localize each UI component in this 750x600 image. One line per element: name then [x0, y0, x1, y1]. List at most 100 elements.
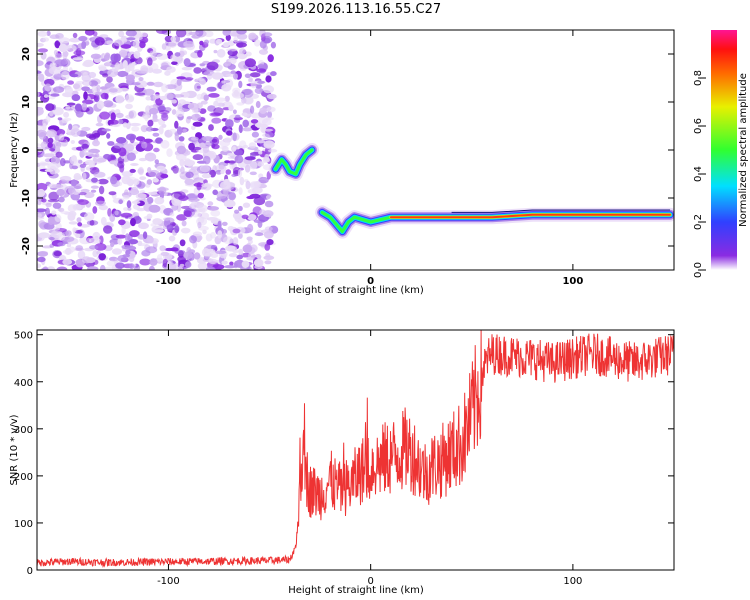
noise-blob	[71, 179, 77, 187]
noise-blob	[41, 198, 47, 203]
noise-blob	[143, 88, 155, 96]
noise-blob	[75, 233, 81, 238]
x-tick-label: 100	[563, 576, 582, 587]
noise-blob	[90, 53, 102, 59]
noise-blob	[42, 153, 55, 158]
signal-track-layer	[274, 148, 314, 176]
noise-blob	[95, 122, 104, 127]
noise-blob	[258, 150, 263, 155]
noise-blob	[96, 84, 101, 92]
noise-blob	[264, 243, 271, 251]
noise-blob	[133, 178, 140, 186]
x-tick-label: 100	[562, 276, 583, 287]
noise-blob	[192, 121, 203, 127]
noise-blob	[81, 143, 90, 149]
noise-blob	[125, 249, 131, 255]
noise-blob	[129, 230, 140, 238]
y-tick-label: 0	[21, 146, 32, 153]
noise-blob	[57, 117, 63, 121]
noise-blob	[62, 50, 69, 58]
noise-blob	[233, 73, 238, 80]
noise-blob	[249, 161, 258, 170]
noise-blob	[212, 264, 225, 270]
noise-blob	[90, 189, 97, 193]
noise-blob	[55, 151, 63, 158]
noise-blob	[40, 51, 47, 60]
noise-blob	[132, 40, 140, 48]
noise-blob	[242, 244, 253, 253]
noise-blob	[117, 238, 123, 245]
noise-blob	[135, 193, 147, 200]
noise-blob	[256, 68, 267, 73]
noise-blob	[95, 200, 106, 206]
noise-blob	[221, 80, 226, 84]
noise-blob	[176, 78, 182, 86]
noise-blob	[265, 252, 271, 258]
noise-blob	[118, 219, 126, 226]
noise-blob	[37, 125, 44, 130]
noise-blob	[58, 43, 68, 53]
noise-blob	[67, 80, 74, 85]
noise-blob	[147, 191, 158, 195]
noise-blob	[49, 110, 54, 117]
noise-blob	[254, 140, 266, 144]
noise-blob	[125, 103, 133, 110]
noise-blob	[46, 266, 56, 270]
noise-blob	[114, 39, 123, 47]
noise-blob	[199, 63, 206, 67]
noise-blob	[111, 66, 119, 72]
noise-blob	[77, 199, 89, 205]
signal-track-early	[268, 143, 319, 181]
snr-x-label: Height of straight line (km)	[288, 585, 424, 596]
noise-blob	[122, 122, 128, 128]
noise-blob	[194, 82, 201, 92]
noise-blob	[45, 103, 55, 111]
noise-blob	[66, 243, 72, 248]
noise-blob	[190, 211, 202, 218]
noise-blob	[210, 232, 216, 239]
noise-blob	[228, 253, 238, 258]
noise-blob	[213, 100, 219, 107]
noise-blob	[172, 165, 179, 174]
noise-blob	[258, 49, 269, 55]
noise-blob	[224, 61, 232, 67]
noise-blob	[266, 106, 276, 113]
noise-blob	[143, 111, 150, 116]
noise-blob	[164, 70, 171, 76]
noise-blob	[238, 187, 243, 195]
noise-blob	[77, 250, 86, 260]
noise-blob	[109, 213, 116, 222]
noise-blob	[37, 188, 46, 197]
noise-blob	[118, 199, 123, 205]
noise-blob	[108, 86, 119, 95]
noise-blob	[177, 266, 183, 270]
noise-blob	[148, 265, 155, 270]
spectrogram-plot-area	[37, 30, 674, 270]
noise-blob	[75, 245, 83, 251]
noise-blob	[236, 42, 247, 48]
noise-blob	[50, 230, 63, 238]
noise-blob	[254, 87, 264, 94]
noise-blob	[65, 44, 77, 52]
noise-blob	[116, 137, 127, 144]
noise-blob	[134, 92, 146, 96]
snr-plot-area	[37, 330, 674, 568]
noise-blob	[149, 258, 158, 266]
noise-blob	[93, 95, 99, 101]
noise-blob	[121, 171, 134, 177]
noise-blob	[152, 229, 165, 233]
noise-blob	[45, 202, 52, 208]
snr-ticks: -100 0 100 0 100 200 300 400 500	[14, 330, 674, 587]
noise-blob	[148, 204, 161, 213]
noise-blob	[171, 61, 178, 65]
noise-blob	[154, 196, 165, 205]
noise-blob	[196, 77, 205, 81]
noise-blob	[72, 32, 78, 39]
noise-blob	[206, 86, 217, 92]
noise-blob	[196, 93, 203, 100]
noise-blob	[75, 80, 84, 85]
noise-blob	[164, 92, 174, 100]
noise-blob	[89, 245, 99, 250]
snr-y-label: SNR (10 * v/v)	[9, 414, 20, 485]
noise-blob	[248, 142, 257, 149]
